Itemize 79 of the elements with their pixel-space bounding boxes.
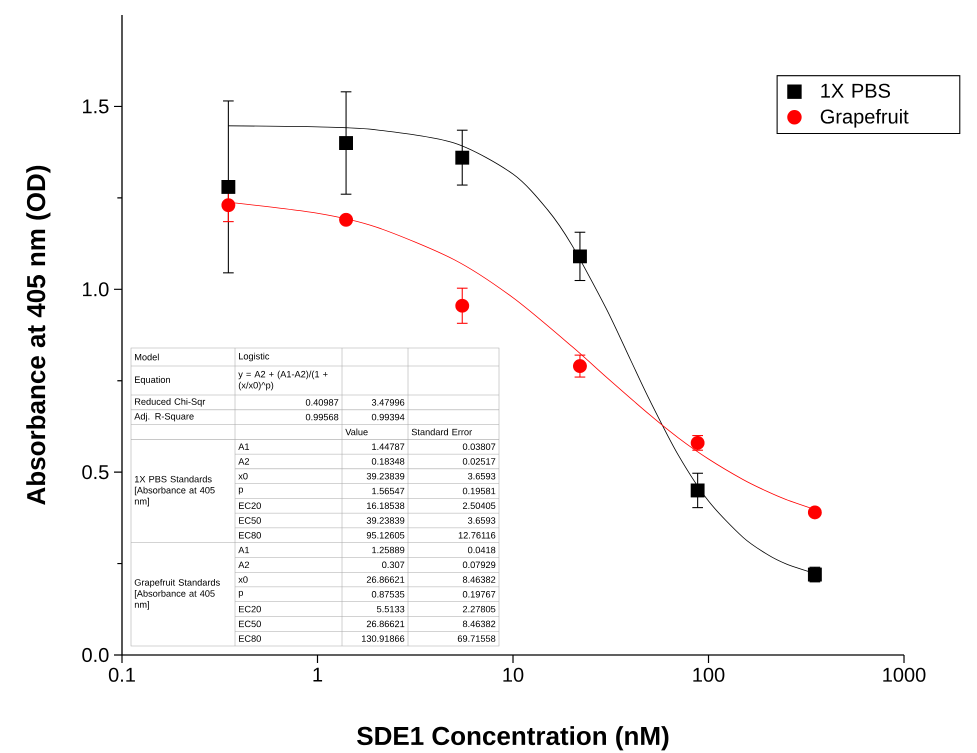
annotation: 3.6593: [468, 472, 496, 480]
annotation: EC50: [239, 620, 261, 628]
annotation: p: [238, 590, 243, 598]
annotation: 0.40987: [306, 399, 338, 406]
annotation: 0.87535: [372, 591, 404, 598]
legend-label: 1X PBS: [821, 84, 890, 98]
point: [573, 249, 587, 264]
annotation: 5.5133: [376, 606, 404, 612]
point: [221, 180, 236, 194]
annotation: 0.18348: [372, 458, 404, 465]
annotation: A2: [238, 562, 250, 568]
annotation: 130.91866: [362, 635, 404, 642]
point: [690, 484, 705, 498]
point: [808, 505, 822, 520]
x-tick-label: 100: [693, 668, 724, 682]
annotation: 0.307: [382, 562, 404, 568]
annotation: 3.6593: [468, 517, 496, 524]
annotation: 39.23839: [366, 472, 404, 480]
point: [455, 150, 470, 165]
annotation: 26.86621: [366, 620, 404, 628]
annotation: Value: [345, 428, 368, 436]
annotation: 0.0418: [468, 546, 496, 554]
annotation: Grapefruit Standards [Absorbance at 405 nm]: [134, 578, 220, 610]
y-axis-title: Absorbance at 405 nm (OD): [26, 166, 50, 505]
annotation: p: [238, 488, 243, 494]
annotation: 1.44787: [372, 443, 404, 450]
point: [455, 298, 470, 313]
y-tick-label: 1.5: [83, 99, 108, 114]
annotation: 3.47996: [372, 399, 404, 406]
annotation: EC20: [239, 502, 261, 509]
annotation: Adj. R-Square: [134, 412, 194, 422]
annotation: 1.25889: [372, 546, 404, 554]
x-tick-label: 1: [313, 668, 322, 682]
annotation: 1.56547: [372, 488, 404, 494]
annotation: 39.23839: [366, 517, 404, 524]
annotation: 0.19581: [462, 488, 496, 494]
y-tick-label: 1.0: [83, 282, 109, 296]
x-tick-label: 1000: [883, 668, 926, 682]
annotation: EC80: [239, 532, 261, 539]
annotation: 0.99568: [306, 414, 338, 420]
annotation: 0.03807: [462, 443, 496, 450]
annotation: Standard Error: [412, 428, 472, 436]
point: [221, 198, 236, 212]
annotation: 0.99394: [372, 414, 404, 420]
x-tick-label: 0.1: [108, 668, 135, 682]
point: [573, 359, 587, 374]
annotation: EC20: [239, 606, 261, 612]
annotation: Model: [135, 354, 159, 360]
annotation: 0.02517: [462, 458, 496, 465]
annotation: 0.07929: [462, 562, 496, 568]
annotation: 16.18538: [367, 502, 404, 509]
annotation: 8.46382: [462, 576, 496, 583]
annotation: 1X PBS Standards [Absorbance at 405 nm]: [134, 476, 215, 506]
annotation: 8.46382: [462, 620, 496, 628]
annotation: 2.50405: [462, 502, 496, 509]
annotation: EC80: [239, 635, 261, 642]
annotation: x0: [238, 576, 248, 583]
point: [339, 136, 353, 150]
annotation: y = A2 + (A1-A2)/(1 + (x/x0)^p): [238, 370, 328, 390]
annotation: 69.71558: [458, 635, 496, 642]
annotation: 0.19767: [462, 591, 496, 598]
x-axis-title: SDE1 Concentration (nM): [357, 726, 668, 750]
annotation: A1: [238, 546, 250, 554]
annotation: Equation: [135, 376, 170, 385]
legend-label: Grapefruit: [820, 108, 909, 128]
annotation: A2: [238, 458, 250, 465]
annotation: 2.27805: [462, 606, 496, 612]
x-tick-label: 10: [503, 668, 524, 682]
annotation: EC50: [239, 517, 261, 524]
y-tick-label: 0.0: [82, 648, 109, 662]
annotation: 95.12605: [366, 532, 404, 539]
annotation: Reduced Chi-Sqr: [135, 398, 206, 407]
annotation: Logistic: [239, 352, 270, 362]
y-tick-label: 0.5: [82, 465, 108, 480]
annotation: A1: [238, 444, 250, 450]
point: [339, 212, 353, 227]
annotation: 26.86621: [366, 576, 404, 583]
annotation: x0: [238, 472, 248, 480]
annotation: 12.76116: [458, 532, 496, 539]
